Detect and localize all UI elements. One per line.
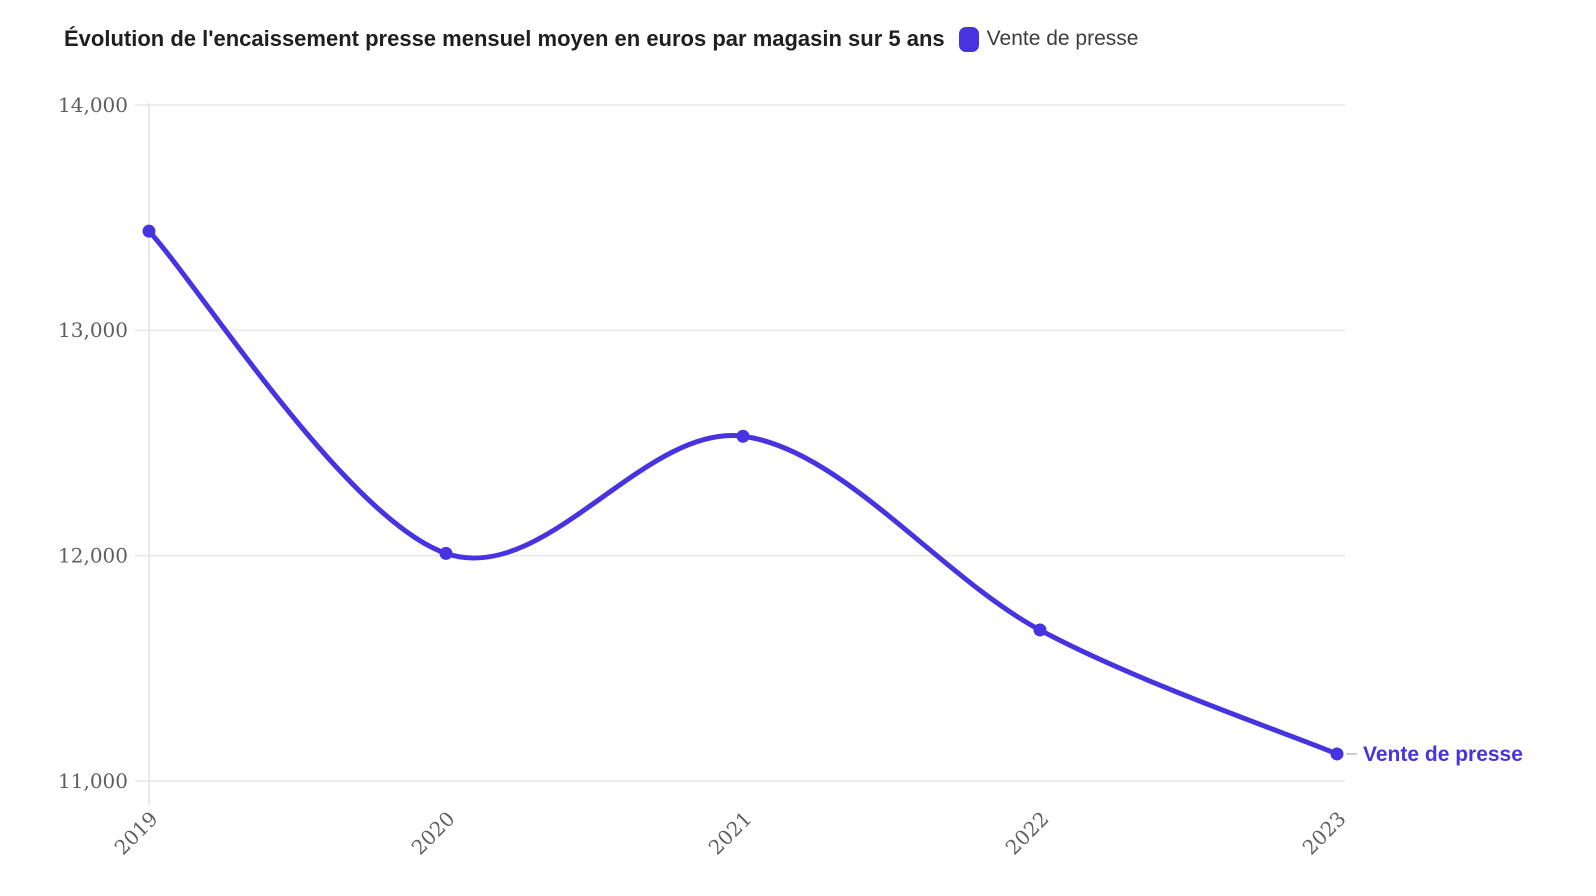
data-point[interactable] <box>736 429 750 443</box>
y-axis-tick-label: 14,000 <box>58 93 128 117</box>
data-point[interactable] <box>1033 623 1047 637</box>
y-axis-tick-label: 12,000 <box>58 543 128 567</box>
chart-title: Évolution de l'encaissement presse mensu… <box>64 26 945 51</box>
legend-swatch-icon <box>958 26 979 52</box>
x-axis-tick-label: 2023 <box>1298 807 1351 860</box>
y-axis-tick-label: 13,000 <box>58 318 128 342</box>
x-axis-tick-label: 2020 <box>407 807 460 860</box>
chart-header: Évolution de l'encaissement presse mensu… <box>64 26 1138 52</box>
x-axis-tick-label: 2021 <box>704 807 757 860</box>
series-end-label: Vente de presse <box>1363 743 1523 766</box>
data-point[interactable] <box>1330 747 1344 761</box>
data-point[interactable] <box>439 546 453 560</box>
x-axis-tick-label: 2019 <box>110 807 163 860</box>
series-line <box>146 228 1340 757</box>
y-axis-tick-label: 11,000 <box>58 769 128 793</box>
data-point[interactable] <box>142 224 156 238</box>
legend-label: Vente de presse <box>986 27 1139 50</box>
legend-item-vente-de-presse[interactable]: Vente de presse <box>958 26 1139 52</box>
x-axis-tick-label: 2022 <box>1001 807 1054 860</box>
